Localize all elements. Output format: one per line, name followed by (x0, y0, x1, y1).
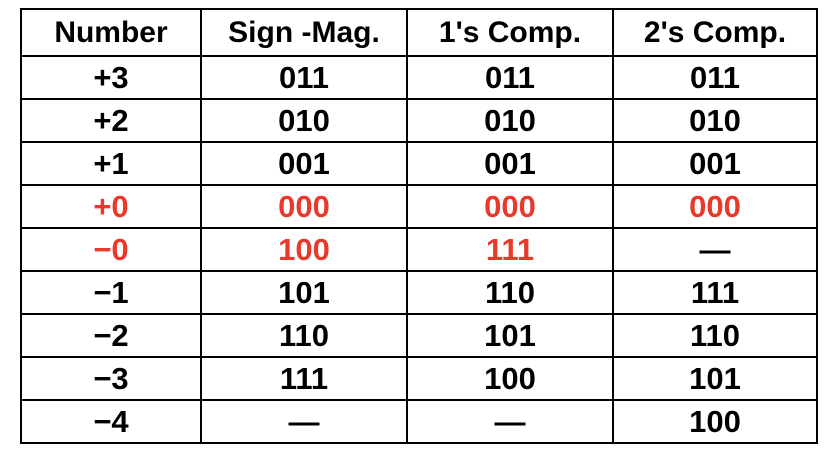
cell-twos-complement: 010 (612, 98, 818, 143)
table-row: +3 011 011 011 (20, 55, 818, 100)
cell-number: −0 (20, 227, 202, 272)
cell-number: −1 (20, 270, 202, 315)
cell-sign-magnitude: 011 (200, 55, 408, 100)
table-row: +1 001 001 001 (20, 141, 818, 186)
cell-twos-complement: 011 (612, 55, 818, 100)
table-row: −0 100 111— (20, 227, 818, 272)
cell-sign-magnitude: 111 (200, 356, 408, 401)
table-body: +3 011 011 011 +2 010 010 010 +1 001 001 001 +0 000 00… (20, 55, 818, 444)
cell-twos-complement: 110 (612, 313, 818, 358)
cell-sign-magnitude: 110 (200, 313, 408, 358)
cell-sign-magnitude: — (200, 399, 408, 444)
cell-sign-magnitude: 100 (200, 227, 408, 272)
header-ones-complement: 1's Comp. (406, 8, 614, 57)
cell-number: +3 (20, 55, 202, 100)
cell-ones-complement: 011 (406, 55, 614, 100)
cell-ones-complement: 101 (406, 313, 614, 358)
cell-number: +1 (20, 141, 202, 186)
cell-ones-complement: 100 (406, 356, 614, 401)
header-number: Number (20, 8, 202, 57)
table-row: −3 111 100 101 (20, 356, 818, 401)
cell-twos-complement: 101 (612, 356, 818, 401)
header-row: Number Sign -Mag. 1's Comp. 2's Comp. (20, 8, 818, 57)
cell-ones-complement: 001 (406, 141, 614, 186)
table-row: −2 110 101 110 (20, 313, 818, 358)
cell-twos-complement: 001 (612, 141, 818, 186)
cell-sign-magnitude: 000 (200, 184, 408, 229)
cell-ones-complement: 010 (406, 98, 614, 143)
header-sign-magnitude: Sign -Mag. (200, 8, 408, 57)
table-row: −4— —100 (20, 399, 818, 444)
cell-twos-complement: 000 (612, 184, 818, 229)
cell-number: −4 (20, 399, 202, 444)
cell-sign-magnitude: 010 (200, 98, 408, 143)
cell-ones-complement: 111 (406, 227, 614, 272)
cell-twos-complement: 111 (612, 270, 818, 315)
table-row: +2 010 010 010 (20, 98, 818, 143)
header-twos-complement: 2's Comp. (612, 8, 818, 57)
cell-ones-complement: 110 (406, 270, 614, 315)
cell-sign-magnitude: 001 (200, 141, 408, 186)
cell-ones-complement: — (406, 399, 614, 444)
cell-twos-complement: 100 (612, 399, 818, 444)
cell-sign-magnitude: 101 (200, 270, 408, 315)
cell-ones-complement: 000 (406, 184, 614, 229)
cell-number: +2 (20, 98, 202, 143)
cell-twos-complement: — (612, 227, 818, 272)
table-row: +0 000 000 000 (20, 184, 818, 229)
cell-number: −2 (20, 313, 202, 358)
cell-number: +0 (20, 184, 202, 229)
table-row: −1 101 110 111 (20, 270, 818, 315)
number-representation-table: Number Sign -Mag. 1's Comp. 2's Comp. +3… (20, 8, 818, 444)
cell-number: −3 (20, 356, 202, 401)
